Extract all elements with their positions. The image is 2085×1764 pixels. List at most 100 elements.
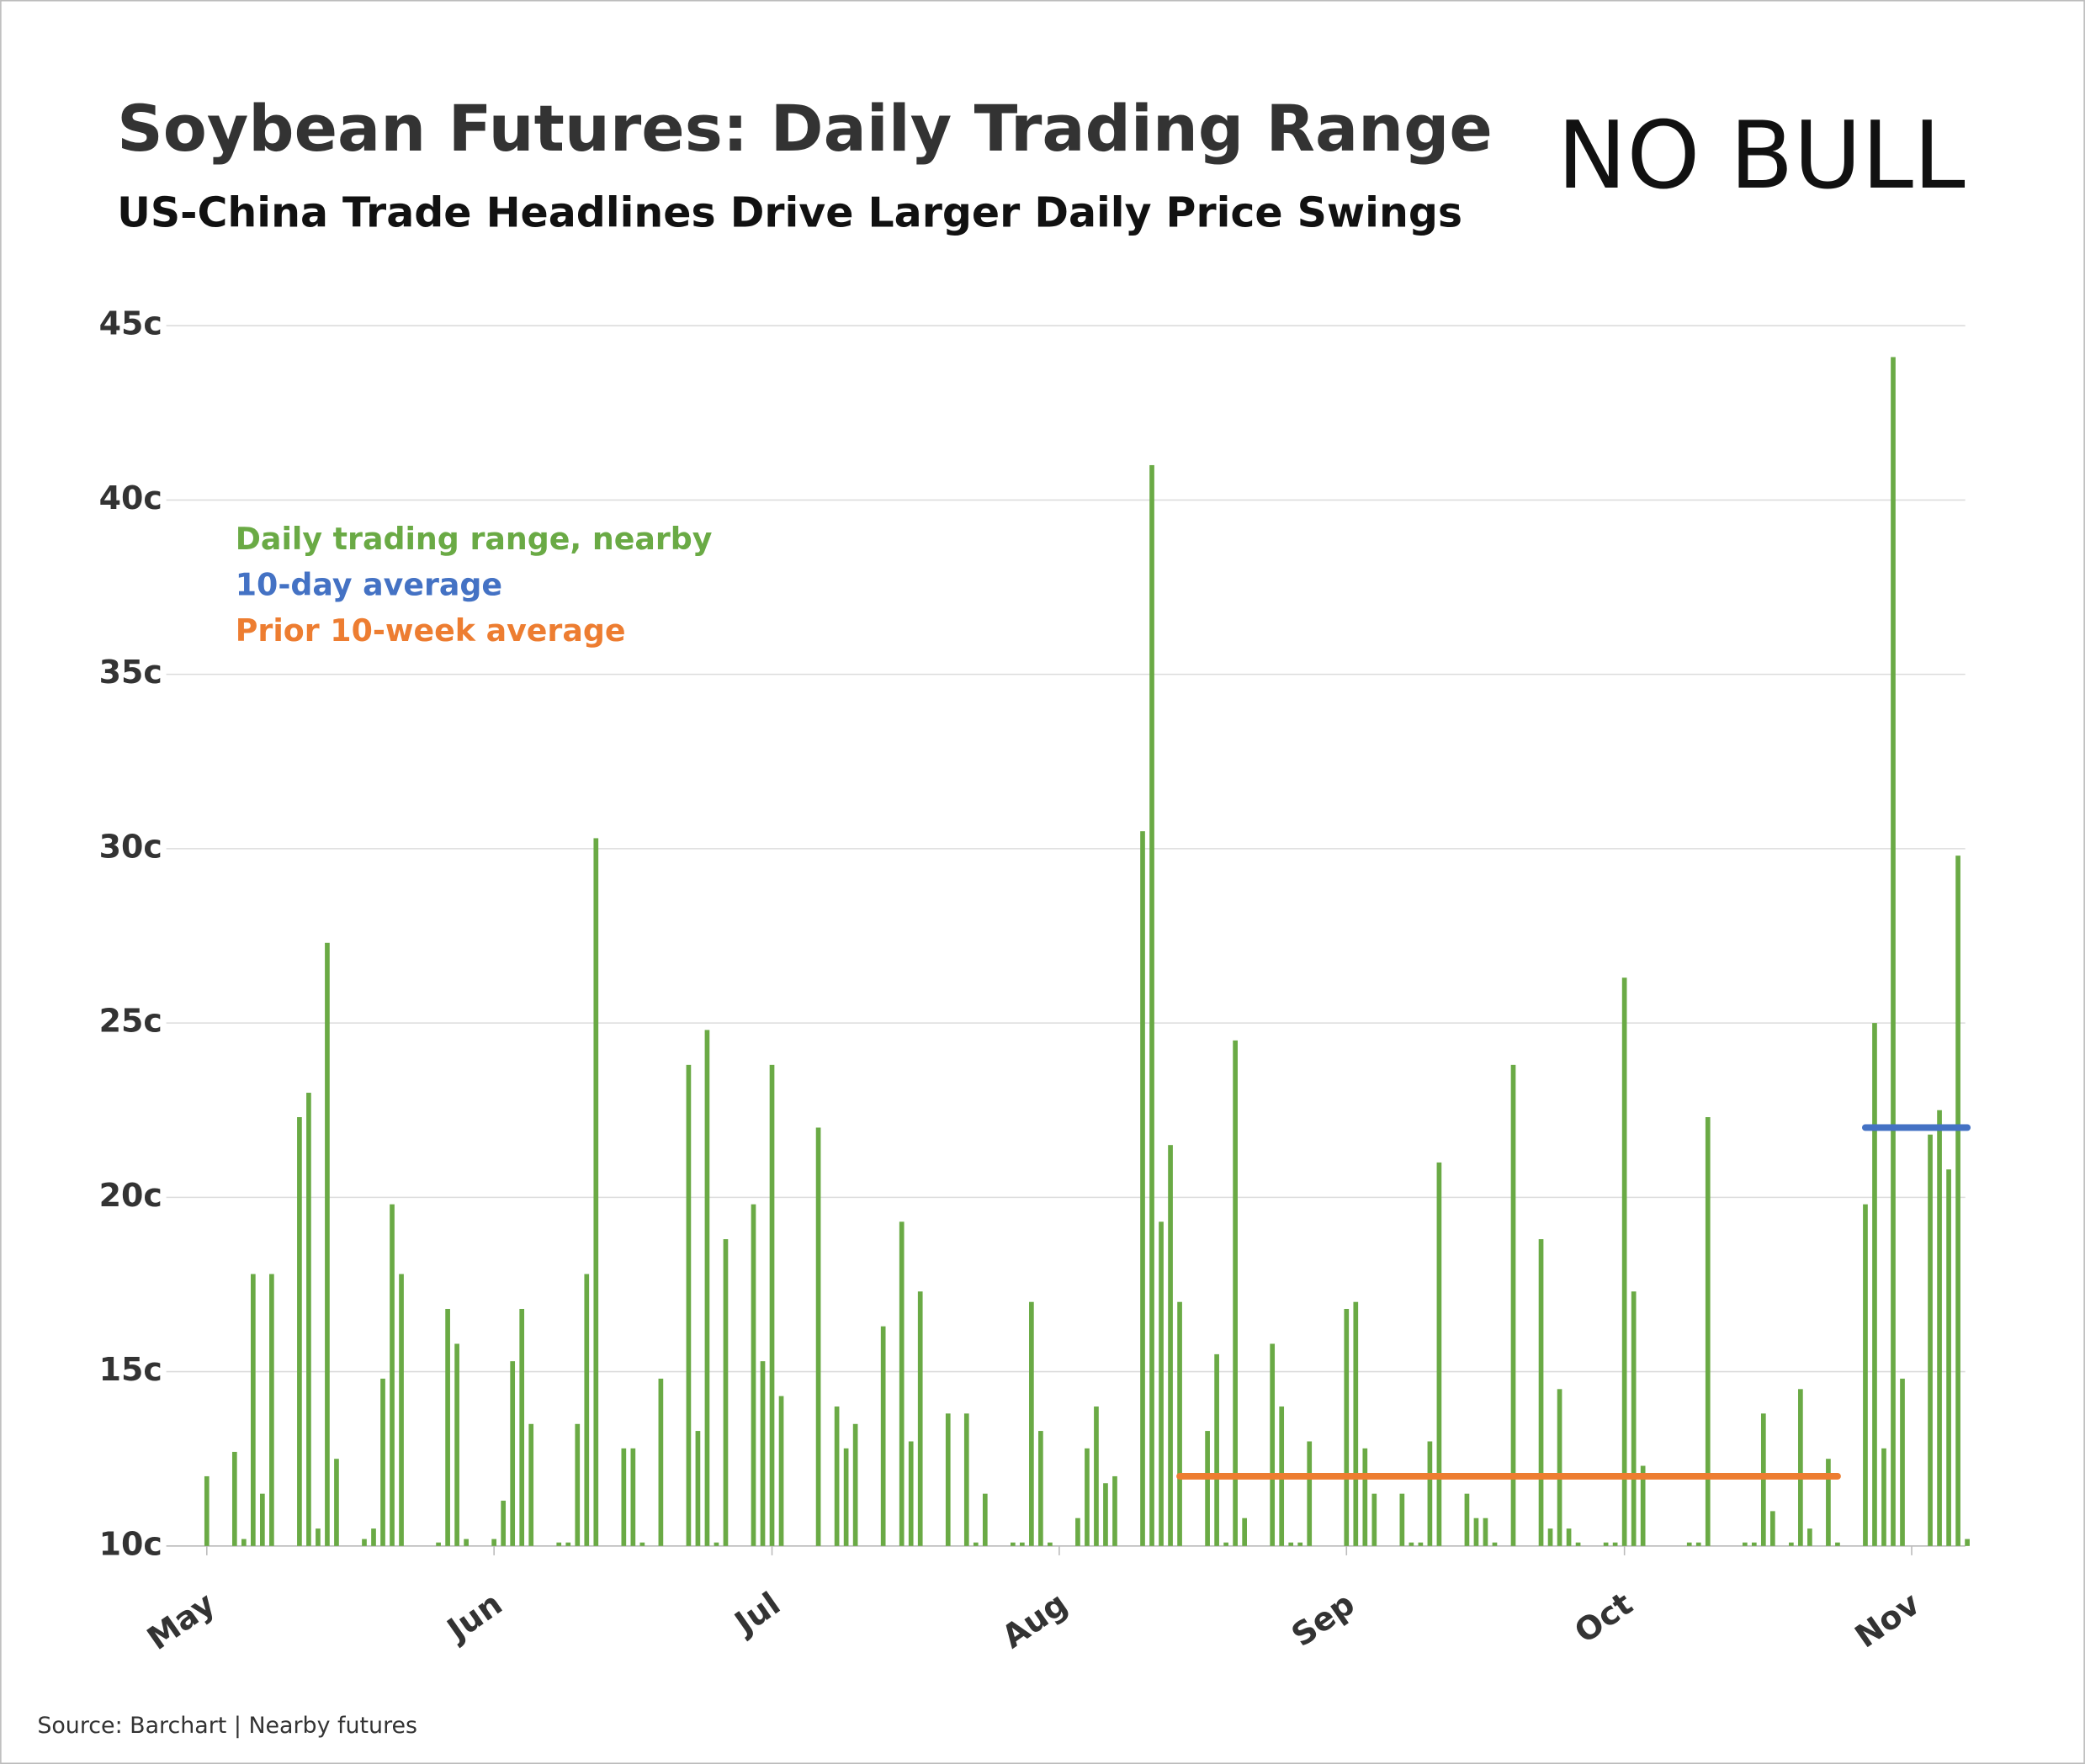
bar (1686, 1542, 1692, 1546)
bar (1436, 1162, 1442, 1546)
bar (1223, 1542, 1228, 1546)
bar (1020, 1542, 1025, 1546)
bar (1603, 1542, 1609, 1546)
bar (1566, 1528, 1572, 1546)
bar (1409, 1542, 1414, 1546)
bar (1085, 1448, 1090, 1546)
y-tick-label: 15c (99, 1351, 162, 1388)
y-tick-label: 10c (99, 1525, 162, 1562)
bar (1760, 1413, 1766, 1546)
bar (231, 1451, 237, 1546)
bar (1965, 1539, 1970, 1546)
bar (1621, 977, 1627, 1546)
bar (1075, 1518, 1080, 1546)
bar (1010, 1542, 1016, 1546)
bar (584, 1274, 590, 1546)
bar (491, 1539, 497, 1546)
bar (1168, 1145, 1173, 1546)
bar (1270, 1343, 1276, 1546)
y-tick-label: 30c (99, 828, 162, 865)
bar (1205, 1431, 1210, 1546)
bar (1538, 1239, 1544, 1546)
bar (362, 1539, 367, 1546)
bar (778, 1396, 784, 1546)
bar (714, 1542, 719, 1546)
bar (1159, 1221, 1164, 1546)
bar (1140, 831, 1145, 1546)
y-tick-label: 35c (99, 654, 162, 691)
bar (1242, 1518, 1247, 1546)
bar (556, 1542, 562, 1546)
bar (445, 1308, 450, 1546)
bar (519, 1308, 525, 1546)
bar (658, 1378, 664, 1546)
bar (880, 1326, 886, 1546)
bar (1872, 1023, 1877, 1546)
bar (1891, 357, 1896, 1546)
bar (704, 1030, 710, 1546)
bar (1427, 1441, 1433, 1546)
bar (982, 1493, 988, 1546)
bar (1362, 1448, 1368, 1546)
legend-entry: Daily trading range, nearby (236, 521, 713, 557)
bar (1547, 1528, 1553, 1546)
bar (1344, 1308, 1350, 1546)
bar (1900, 1378, 1905, 1546)
bar (723, 1239, 729, 1546)
bar (1640, 1465, 1646, 1546)
y-tick-label: 40c (99, 479, 162, 516)
bar (464, 1539, 469, 1546)
bar (306, 1093, 311, 1546)
bar (760, 1361, 766, 1546)
bar (1835, 1542, 1840, 1546)
bar (908, 1441, 914, 1546)
bar (686, 1064, 692, 1546)
bar (1214, 1353, 1219, 1546)
source-note: Source: Barchart | Nearby futures (37, 1713, 417, 1739)
bar (1955, 856, 1960, 1546)
bar (1881, 1448, 1886, 1546)
bar (917, 1291, 923, 1546)
bar (1112, 1475, 1117, 1546)
bar (399, 1274, 404, 1546)
bar (1863, 1204, 1868, 1546)
bar (1695, 1542, 1701, 1546)
bar (751, 1204, 756, 1546)
bar (852, 1423, 858, 1546)
bar (963, 1413, 969, 1546)
bar (316, 1528, 321, 1546)
bar (1769, 1511, 1775, 1546)
bar (204, 1475, 210, 1546)
bar (371, 1528, 376, 1546)
bar (769, 1064, 775, 1546)
bar (1807, 1528, 1812, 1546)
y-tick-label: 20c (99, 1177, 162, 1214)
bar (251, 1274, 256, 1546)
bar (334, 1459, 339, 1546)
bar (1510, 1064, 1516, 1546)
bar (325, 942, 330, 1546)
y-tick-label: 45c (99, 305, 162, 342)
bar (380, 1378, 385, 1546)
bar (1149, 464, 1154, 1546)
bar (1631, 1291, 1637, 1546)
bar (269, 1274, 274, 1546)
bar (1751, 1542, 1757, 1546)
bar (1492, 1542, 1498, 1546)
bar (1307, 1441, 1313, 1546)
bar (1353, 1301, 1359, 1546)
chart-subtitle: US-China Trade Headlines Drive Larger Da… (117, 189, 1462, 237)
bar (1297, 1542, 1303, 1546)
bar (260, 1493, 265, 1546)
bar (436, 1542, 441, 1546)
bar (1705, 1117, 1711, 1546)
bar (1473, 1518, 1479, 1546)
bar (639, 1542, 645, 1546)
chart-title: Soybean Futures: Daily Trading Range (117, 92, 1493, 166)
bar (1557, 1389, 1562, 1546)
bar (1399, 1493, 1405, 1546)
bar (1371, 1493, 1377, 1546)
bar (815, 1127, 821, 1546)
bar (843, 1448, 849, 1546)
